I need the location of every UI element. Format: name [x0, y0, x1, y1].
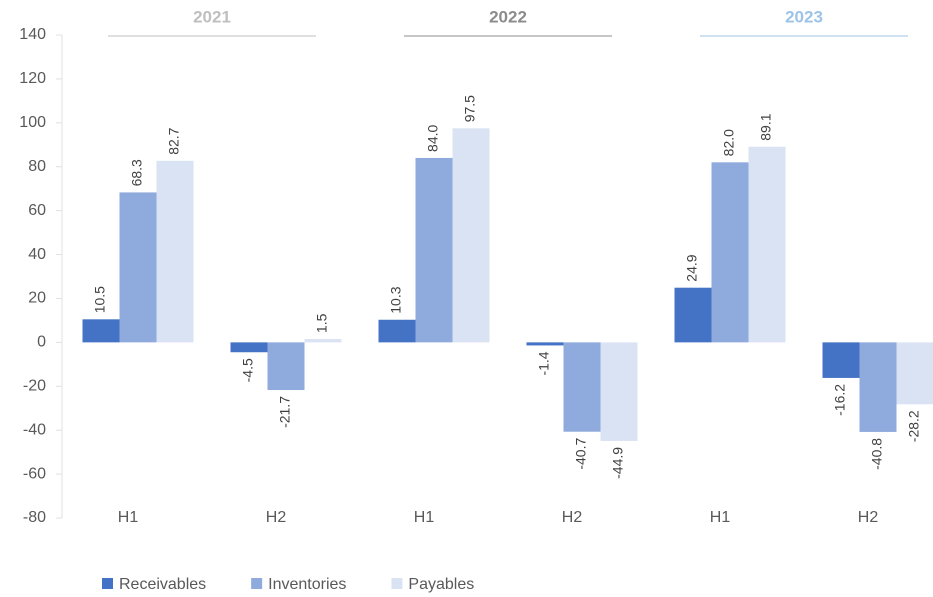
bar [415, 157, 453, 343]
y-tick-label: -60 [23, 465, 46, 482]
y-tick-label: 120 [19, 70, 46, 87]
bar [859, 342, 897, 432]
value-label: 82.7 [166, 127, 182, 154]
y-tick-label: 80 [28, 158, 46, 175]
value-label: 97.5 [462, 95, 478, 122]
y-tick-label: 100 [19, 114, 46, 131]
value-label: 68.3 [129, 159, 145, 186]
legend-swatch [391, 578, 403, 589]
y-tick-label: -40 [23, 421, 46, 438]
value-label: 10.3 [388, 286, 404, 313]
legend-label: Receivables [119, 576, 206, 593]
value-label: -44.9 [610, 447, 626, 479]
y-tick-label: 0 [37, 334, 46, 351]
x-tick-label: H1 [414, 509, 435, 526]
value-label: -16.2 [832, 384, 848, 416]
value-label: -21.7 [277, 396, 293, 428]
value-label: 1.5 [314, 313, 330, 333]
value-label: -4.5 [240, 358, 256, 382]
y-tick-label: 40 [28, 246, 46, 263]
value-label: 24.9 [684, 254, 700, 281]
x-tick-label: H2 [562, 509, 583, 526]
bar [674, 287, 712, 343]
bar [822, 342, 860, 378]
bar [526, 342, 564, 346]
group-label: 2022 [489, 7, 527, 26]
legend-label: Payables [408, 576, 474, 593]
group-label: 2023 [785, 7, 823, 26]
bar [267, 342, 305, 391]
bar [452, 128, 490, 343]
bar [600, 342, 638, 441]
bar [304, 339, 342, 343]
bar [230, 342, 268, 353]
y-tick-label: -80 [23, 509, 46, 526]
x-tick-label: H2 [266, 509, 287, 526]
y-tick-label: 60 [28, 202, 46, 219]
y-tick-label: -20 [23, 377, 46, 394]
value-label: -1.4 [536, 351, 552, 375]
value-label: 84.0 [425, 124, 441, 151]
group-label: 2021 [193, 7, 231, 26]
y-tick-label: 140 [19, 26, 46, 43]
x-tick-label: H1 [710, 509, 731, 526]
bar [119, 192, 157, 343]
y-tick-label: 20 [28, 290, 46, 307]
bar [378, 319, 416, 343]
bar [748, 146, 786, 343]
value-label: 82.0 [721, 129, 737, 156]
value-label: 10.5 [92, 286, 108, 313]
legend-swatch [251, 578, 263, 589]
bar [563, 342, 601, 432]
bar [156, 160, 194, 343]
x-tick-label: H1 [118, 509, 139, 526]
value-label: -40.7 [573, 438, 589, 470]
bar [711, 162, 749, 343]
x-tick-label: H2 [858, 509, 879, 526]
bar [896, 342, 933, 405]
value-label: -40.8 [869, 438, 885, 470]
legend-swatch [102, 578, 113, 589]
value-label: 89.1 [758, 113, 774, 140]
value-label: -28.2 [906, 410, 922, 442]
legend-label: Inventories [268, 576, 346, 593]
bar [82, 319, 120, 343]
